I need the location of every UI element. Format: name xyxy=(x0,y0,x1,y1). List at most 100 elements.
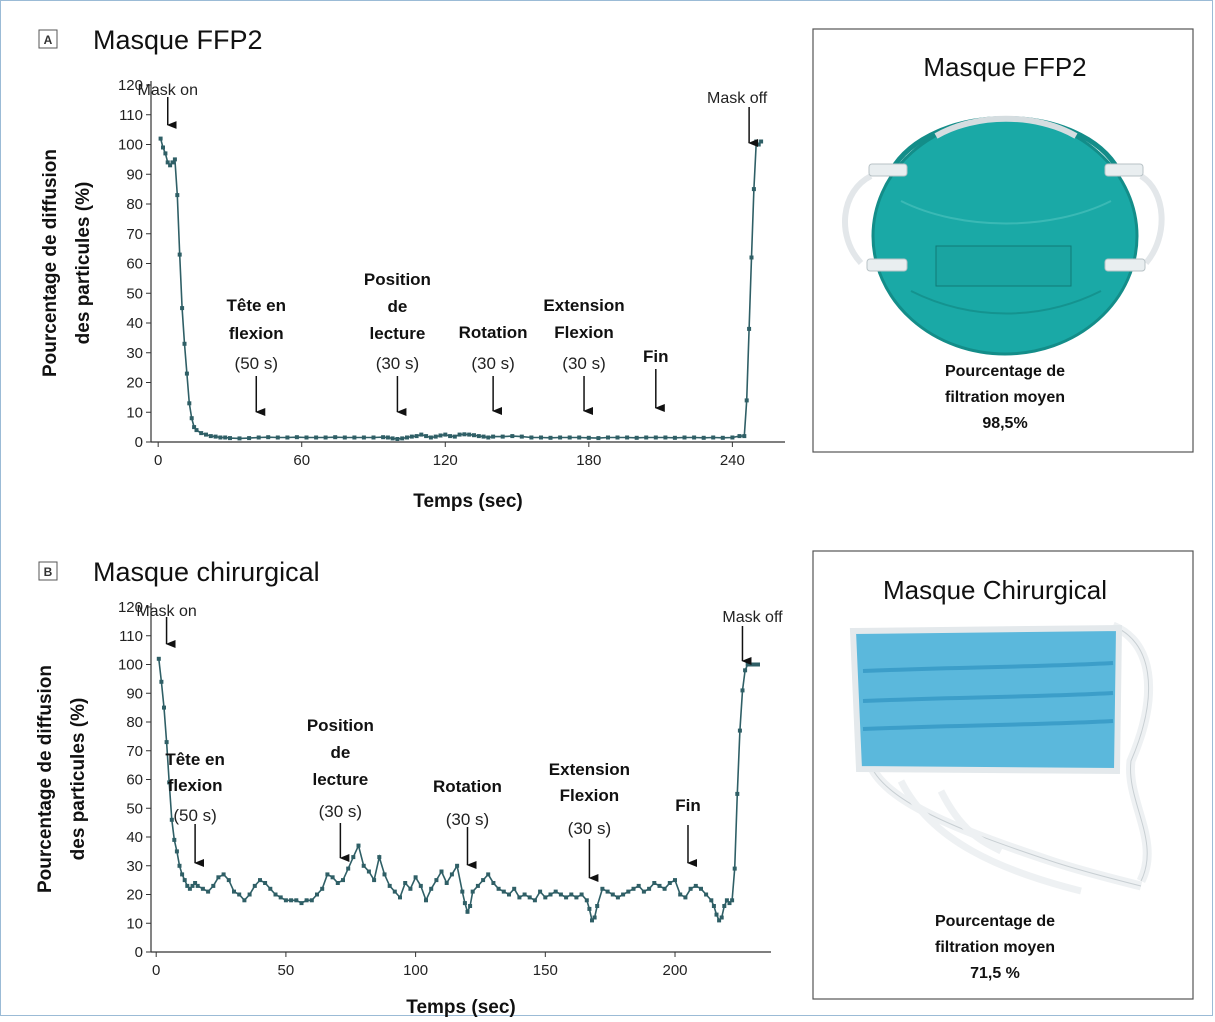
data-point xyxy=(413,875,418,880)
data-point xyxy=(737,434,742,439)
data-point xyxy=(636,883,641,888)
annotation-label: Rotation xyxy=(433,777,502,796)
data-point xyxy=(590,918,594,923)
data-point xyxy=(256,435,261,440)
annotation-label: Mask off xyxy=(722,609,783,626)
y-axis-title: des particules (%) xyxy=(68,698,89,861)
data-point xyxy=(724,898,729,903)
data-point xyxy=(558,892,563,897)
data-point xyxy=(247,436,252,441)
data-point xyxy=(352,435,357,440)
data-point xyxy=(727,901,732,906)
data-point xyxy=(737,728,742,733)
data-point xyxy=(167,780,172,785)
y-tick-label: 90 xyxy=(126,166,143,183)
data-point xyxy=(438,433,443,438)
data-point xyxy=(242,898,247,903)
ffp2-caption-line-2: filtration moyen xyxy=(945,389,1065,406)
panel-letter-box xyxy=(38,29,58,49)
data-point xyxy=(567,435,572,440)
data-point xyxy=(199,431,204,436)
data-point xyxy=(342,435,347,440)
surgical-box-frame xyxy=(812,550,1194,1000)
annotation-label: lecture xyxy=(370,324,426,343)
data-point xyxy=(170,160,175,165)
data-point xyxy=(263,881,268,885)
data-point xyxy=(208,434,213,439)
data-point xyxy=(195,883,200,888)
data-point xyxy=(688,886,693,891)
data-point xyxy=(189,416,194,421)
data-point xyxy=(472,433,476,438)
y-tick-label: 70 xyxy=(126,226,143,243)
data-point xyxy=(467,432,472,437)
data-point xyxy=(711,904,716,908)
data-point xyxy=(177,252,182,257)
data-point xyxy=(180,872,185,877)
data-point xyxy=(273,892,278,897)
data-point xyxy=(237,892,242,897)
data-point xyxy=(294,898,299,903)
data-point xyxy=(218,435,223,440)
y-tick-label: 80 xyxy=(126,714,143,731)
data-point xyxy=(172,157,177,162)
data-point xyxy=(275,435,280,440)
ffp2-chart: A Masque FFP2 0 10 20 30 40 50 60 70 80 90 100 110 120… xyxy=(38,25,785,512)
data-point xyxy=(341,878,345,883)
data-point xyxy=(439,869,444,874)
data-point xyxy=(187,401,192,406)
data-point xyxy=(756,142,761,147)
data-point xyxy=(325,872,330,877)
ffp2-caption-line-1: Pourcentage de xyxy=(945,363,1065,380)
data-point xyxy=(252,883,257,888)
data-point xyxy=(759,139,764,144)
data-point xyxy=(584,898,589,903)
data-point xyxy=(743,668,748,673)
annotation-label: Extension xyxy=(543,296,624,315)
annotation-label: Mask off xyxy=(707,90,768,107)
data-point xyxy=(751,187,756,192)
annotation-label: flexion xyxy=(168,776,223,795)
data-point xyxy=(289,898,294,903)
data-point xyxy=(180,306,185,311)
data-point xyxy=(564,895,569,900)
y-tick-label: 30 xyxy=(126,858,143,875)
data-point xyxy=(213,434,218,439)
data-point xyxy=(476,434,481,439)
annotation-label: Fin xyxy=(643,347,669,366)
x-tick-label: 60 xyxy=(293,452,310,469)
data-point xyxy=(361,435,366,440)
data-point xyxy=(457,432,462,437)
data-point xyxy=(470,889,475,894)
data-point xyxy=(455,863,460,868)
annotation-label: Flexion xyxy=(554,323,614,342)
data-point xyxy=(657,883,662,888)
data-point xyxy=(200,886,205,891)
data-point xyxy=(579,892,584,897)
data-point xyxy=(577,435,582,440)
panel-letter: A xyxy=(44,33,53,47)
data-point xyxy=(735,791,740,796)
data-point xyxy=(184,371,189,376)
data-point xyxy=(165,160,170,165)
data-point xyxy=(228,436,232,441)
data-point xyxy=(429,886,434,891)
annotation-label: Fin xyxy=(675,796,701,815)
data-point xyxy=(586,435,591,440)
data-point xyxy=(385,435,390,440)
y-tick-label: 120 xyxy=(118,599,143,616)
data-point xyxy=(750,662,755,667)
data-point xyxy=(641,889,646,894)
data-point xyxy=(448,434,453,439)
data-point xyxy=(204,432,208,437)
data-point xyxy=(600,886,605,891)
data-point xyxy=(486,872,491,877)
data-point xyxy=(615,895,620,900)
x-tick-label: 200 xyxy=(663,962,688,979)
data-point xyxy=(433,434,438,439)
data-point xyxy=(460,889,465,894)
data-point xyxy=(722,904,727,908)
data-point xyxy=(481,878,486,883)
data-point xyxy=(304,435,309,440)
